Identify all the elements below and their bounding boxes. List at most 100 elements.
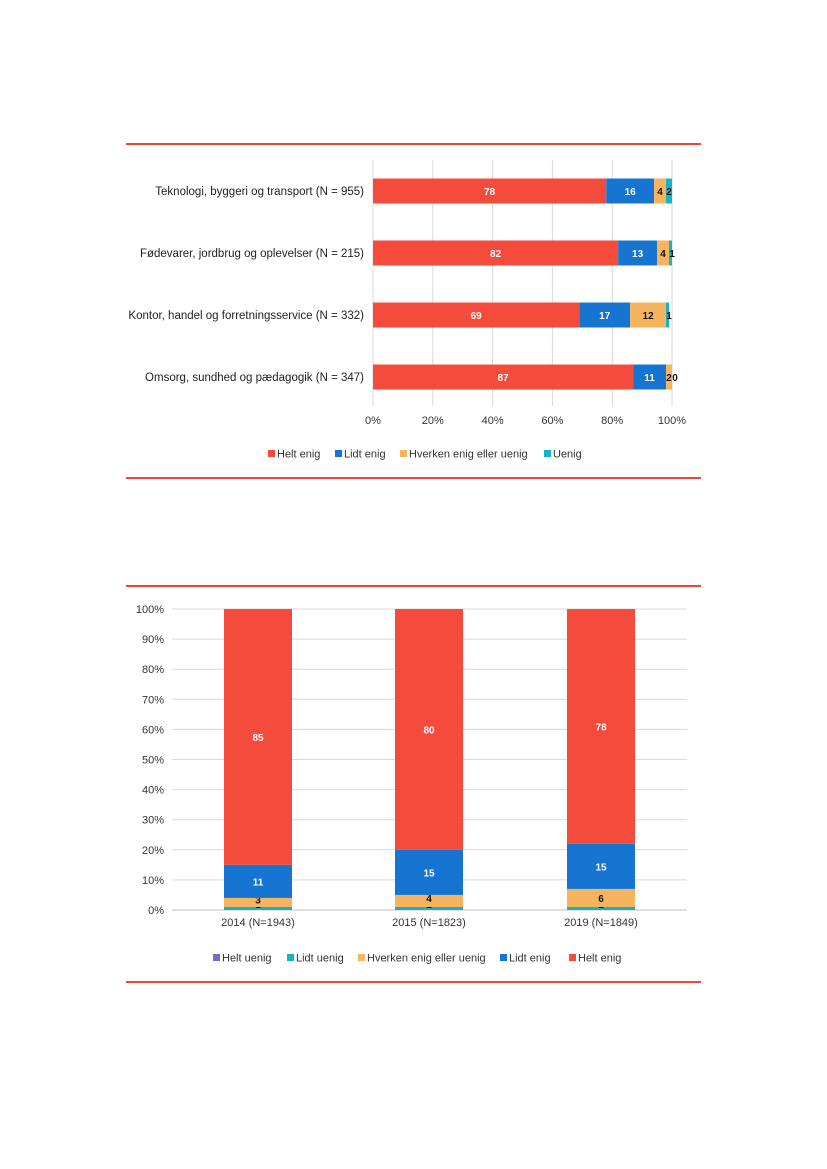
bar-segment — [224, 906, 292, 910]
bar-segment — [606, 178, 655, 204]
data-label: 69 — [471, 311, 483, 322]
data-label: 78 — [595, 722, 607, 733]
data-label: 80 — [423, 725, 435, 736]
bar-segment — [657, 240, 670, 266]
data-label: 13 — [632, 249, 644, 260]
y-tick-label: 80% — [142, 664, 164, 676]
y-tick-label: 100% — [136, 604, 164, 616]
data-label: 16 — [625, 187, 637, 198]
bar-segment — [666, 178, 672, 204]
bar-segment — [395, 609, 463, 850]
bar-segment — [373, 178, 607, 204]
legend-label: Helt uenig — [222, 953, 272, 965]
legend-label: Lidt enig — [509, 953, 551, 965]
bar-segment — [224, 864, 292, 898]
data-label: 6 — [598, 894, 604, 905]
x-category-label: 2019 (N=1849) — [564, 917, 638, 929]
bar-segment — [373, 302, 580, 328]
x-tick-label: 0% — [365, 415, 381, 427]
bar-segment — [373, 240, 619, 266]
legend-swatch — [213, 954, 220, 961]
legend-swatch — [500, 954, 507, 961]
legend-label: Hverken enig eller uenig — [367, 953, 486, 965]
x-tick-label: 60% — [541, 415, 563, 427]
legend-swatch — [400, 450, 407, 457]
category-label: Kontor, handel og forretningsservice (N … — [128, 310, 364, 322]
bar-segment — [579, 302, 631, 328]
legend-swatch — [268, 450, 275, 457]
legend-label: Uenig — [553, 449, 582, 461]
category-label: Fødevarer, jordbrug og oplevelser (N = 2… — [140, 248, 364, 260]
data-label: 82 — [490, 249, 502, 260]
data-label: 12 — [643, 311, 655, 322]
bar-segment — [395, 906, 463, 910]
x-tick-label: 100% — [658, 415, 686, 427]
bar-segment — [395, 849, 463, 895]
data-label: 78 — [484, 187, 496, 198]
bar-segment — [567, 843, 635, 889]
x-category-label: 2014 (N=1943) — [221, 917, 295, 929]
y-tick-label: 30% — [142, 815, 164, 827]
data-label: 85 — [252, 733, 264, 744]
data-label: 2 — [666, 187, 672, 198]
category-label: Teknologi, byggeri og transport (N = 955… — [155, 186, 364, 198]
horizontal-stacked-bar-chart: 0% 20% 40% 60% 80% 100% Teknologi, byggeri og … — [128, 160, 686, 461]
legend-swatch — [569, 954, 576, 961]
bar-segment — [618, 240, 658, 266]
bar-segment — [633, 364, 667, 390]
y-tick-label: 10% — [142, 875, 164, 887]
data-label: 11 — [253, 877, 264, 888]
data-label: 4 — [657, 187, 663, 198]
y-tick-label: 90% — [142, 634, 164, 646]
bottom-rule-chart-2 — [126, 981, 701, 983]
x-tick-label: 20% — [422, 415, 444, 427]
y-tick-label: 70% — [142, 694, 164, 706]
vertical-stacked-bar-chart: 0% 10% 20% 30% 40% 50% 60% 70% 80% 90% 100% 2014 (N… — [136, 604, 687, 965]
data-label: 17 — [599, 311, 611, 322]
data-label: 15 — [423, 868, 435, 879]
category-label: Omsorg, sundhed og pædagogik (N = 347) — [145, 372, 364, 384]
bar-segment — [224, 609, 292, 865]
data-label: 87 — [498, 373, 510, 384]
bar-segment — [224, 897, 292, 907]
y-tick-label: 0% — [148, 905, 164, 917]
data-label: 0 — [426, 905, 432, 916]
legend-swatch — [287, 954, 294, 961]
data-label: 15 — [595, 862, 607, 873]
data-label: 2 — [666, 373, 672, 384]
bar-segment — [395, 894, 463, 907]
legend-label: Helt enig — [578, 953, 621, 965]
bar-segment — [669, 240, 672, 266]
legend-swatch — [358, 954, 365, 961]
x-tick-label: 80% — [601, 415, 623, 427]
legend-label: Lidt uenig — [296, 953, 344, 965]
legend-label: Helt enig — [277, 449, 320, 461]
bar-segment — [567, 906, 635, 910]
bottom-rule-chart-1 — [126, 477, 701, 479]
data-label: 0 — [255, 905, 261, 916]
data-label: 1 — [666, 311, 672, 322]
data-label: 0 — [598, 905, 604, 916]
y-tick-label: 40% — [142, 785, 164, 797]
bar-segment — [630, 302, 667, 328]
data-label: 4 — [426, 894, 432, 905]
data-label: 4 — [660, 249, 666, 260]
data-label: 1 — [669, 249, 675, 260]
bar-segment — [567, 609, 635, 844]
bar-segment — [654, 178, 667, 204]
legend-label: Lidt enig — [344, 449, 386, 461]
y-tick-label: 20% — [142, 845, 164, 857]
data-label: 11 — [644, 373, 655, 384]
data-label: 3 — [255, 895, 261, 906]
legend-label: Hverken enig eller uenig — [409, 449, 528, 461]
legend-swatch — [544, 450, 551, 457]
x-category-label: 2015 (N=1823) — [392, 917, 466, 929]
top-rule-chart-2 — [126, 585, 701, 587]
y-tick-label: 60% — [142, 724, 164, 736]
bar-segment — [373, 364, 634, 390]
y-tick-label: 50% — [142, 755, 164, 767]
bar-segment — [666, 302, 670, 328]
bar-segment — [567, 888, 635, 907]
legend-swatch — [335, 450, 342, 457]
top-rule-chart-1 — [126, 143, 701, 145]
